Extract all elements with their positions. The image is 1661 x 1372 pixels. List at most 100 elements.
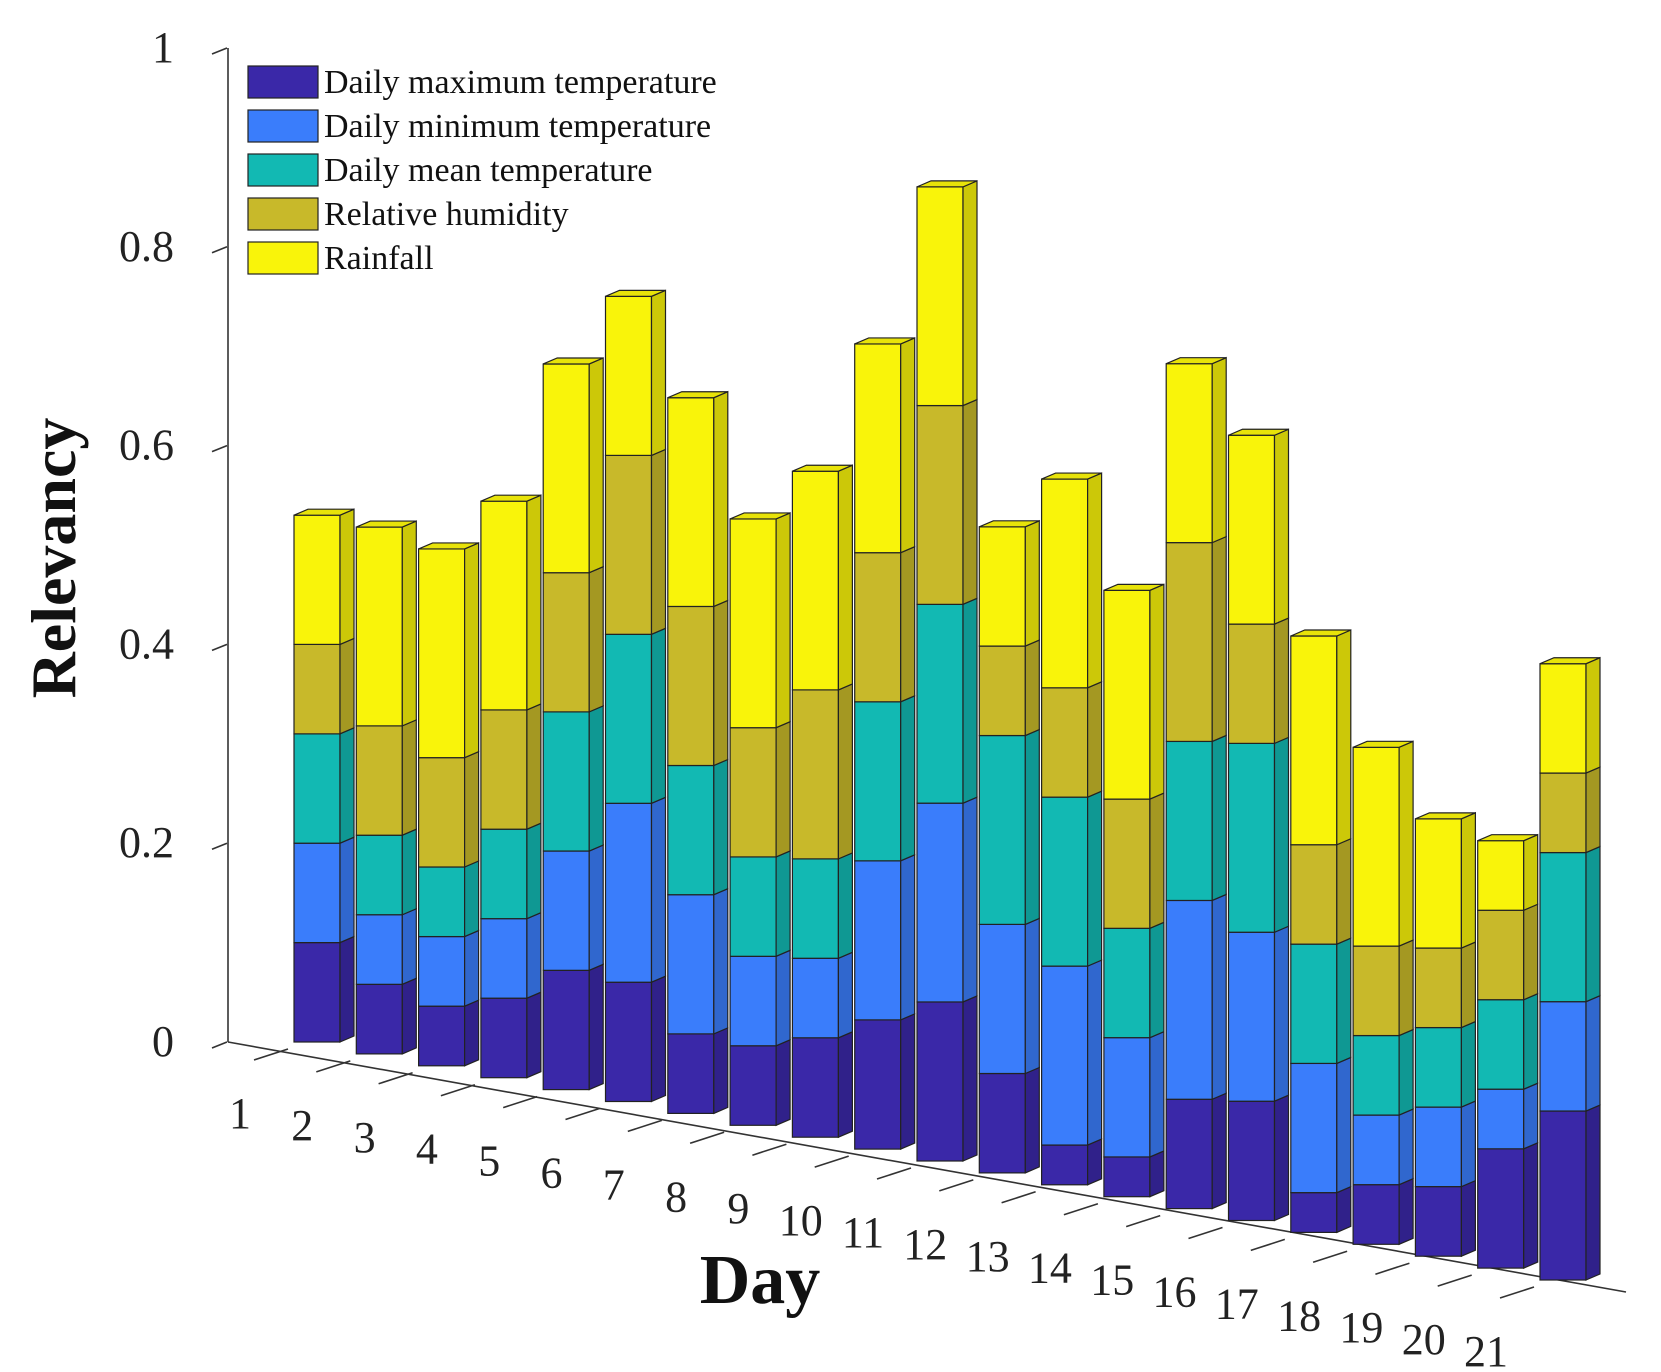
bar-segment-front (293, 842, 341, 944)
bar-segment-front (1290, 943, 1338, 1065)
bar-top-face (854, 337, 915, 345)
x-tick-mark (814, 1155, 849, 1168)
legend-item: Daily mean temperature (247, 152, 653, 189)
bar-segment-front (355, 983, 403, 1055)
bar-top-face (1103, 583, 1165, 591)
bar-segment-side (1149, 792, 1165, 930)
bar-segment-side (1398, 740, 1414, 948)
bar-segment-front (1290, 1062, 1338, 1194)
bar-segment-front (1103, 798, 1151, 929)
bar-segment-side (837, 682, 854, 860)
bar-segment-side (401, 718, 417, 837)
bar-day-21 (1539, 656, 1601, 1281)
bar-top-face (1228, 428, 1289, 436)
bar-segment-side (1336, 629, 1352, 846)
bar-day-9 (791, 464, 854, 1139)
bar-segment-side (588, 963, 604, 1091)
bar-top-face (605, 289, 666, 297)
legend-swatch (247, 241, 319, 275)
bar-segment-front (604, 981, 653, 1103)
bar-segment-side (526, 991, 542, 1079)
x-tick-label: 20 (1402, 1315, 1446, 1364)
bar-segment-front (791, 1037, 840, 1138)
bar-segment-front (667, 397, 715, 608)
bar-segment-side (1523, 903, 1539, 1001)
bar-segment-front (418, 757, 466, 868)
x-tick-mark (1499, 1286, 1535, 1299)
bar-segment-front (978, 526, 1026, 647)
bar-segment-front (1290, 844, 1338, 945)
bar-segment-front (1103, 927, 1151, 1039)
bar-segment-side (837, 464, 854, 691)
bar-top-face (1165, 357, 1227, 365)
bar-segment-front (1539, 663, 1587, 774)
bar-segment-side (526, 911, 542, 1000)
bar-segment-front (355, 834, 403, 916)
bar-day-2 (355, 520, 417, 1055)
bar-segment-side (900, 1012, 916, 1151)
bar-segment-front (1352, 746, 1400, 947)
bar-segment-side (1273, 1094, 1290, 1222)
bar-segment-side (1024, 639, 1040, 737)
bar-segment-front (1477, 1088, 1525, 1150)
bar-segment-front (1414, 1106, 1463, 1188)
bar-day-3 (418, 542, 480, 1067)
bar-segment-front (1165, 899, 1213, 1100)
x-tick-mark (1375, 1262, 1410, 1275)
y-tick-label: 0.4 (119, 619, 174, 668)
bar-segment-front (418, 935, 466, 1007)
legend-item: Daily minimum temperature (247, 108, 711, 145)
bar-segment-side (588, 704, 604, 852)
bar-segment-front (978, 923, 1026, 1075)
bar-segment-front (854, 552, 902, 703)
bar-segment-side (650, 975, 667, 1103)
bar-segment-front (604, 633, 653, 804)
y-axis-title: Relevancy (18, 418, 89, 699)
bar-segment-side (1398, 1028, 1414, 1116)
bar-top-face (979, 520, 1040, 528)
x-tick-label: 18 (1277, 1291, 1321, 1340)
bar-segment-side (401, 520, 417, 727)
bar-segment-front (418, 866, 466, 938)
bar-segment-side (1024, 728, 1040, 926)
bar-segment-side (1523, 992, 1539, 1091)
bar-segment-side (775, 512, 791, 729)
x-tick-mark (1063, 1202, 1099, 1216)
y-tick-mark (211, 246, 228, 254)
bar-segment-side (1273, 428, 1290, 626)
bar-segment-side (837, 951, 854, 1039)
bar-top-face (293, 508, 355, 516)
bar-segment-front (1414, 1026, 1463, 1108)
bar-segment-side (1585, 1104, 1601, 1281)
bar-segment-side (526, 494, 542, 711)
bar-segment-front (1165, 740, 1213, 902)
bar-segment-front (1539, 851, 1587, 1003)
bar-segment-side (1024, 917, 1040, 1075)
bar-segment-front (1539, 1110, 1587, 1281)
bar-segment-side (1273, 925, 1290, 1103)
bar-segment-front (1103, 1156, 1151, 1198)
bar-segment-front (854, 343, 902, 554)
bar-segment-front (542, 572, 590, 713)
x-tick-label: 11 (842, 1208, 884, 1257)
bar-segment-side (650, 627, 667, 805)
bar-segment-front (1539, 772, 1587, 854)
bar-top-face (1290, 629, 1352, 637)
bar-segment-front (418, 548, 466, 759)
bar-day-8 (729, 512, 791, 1127)
x-tick-label: 21 (1464, 1327, 1508, 1372)
bar-segment-side (775, 1038, 791, 1127)
bar-day-6 (604, 289, 667, 1103)
x-axis-line (227, 1041, 1627, 1293)
bar-segment-side (837, 851, 854, 960)
bar-segment-front (1414, 947, 1463, 1029)
bar-day-16 (1227, 428, 1290, 1222)
bar-segment-side (1211, 1092, 1227, 1210)
x-tick-label: 4 (416, 1125, 438, 1174)
x-tick-mark (752, 1143, 787, 1156)
x-tick-label: 13 (966, 1232, 1010, 1281)
bar-top-face (1477, 834, 1538, 842)
bar-segment-side (962, 398, 978, 606)
bar-segment-side (1460, 1100, 1477, 1188)
